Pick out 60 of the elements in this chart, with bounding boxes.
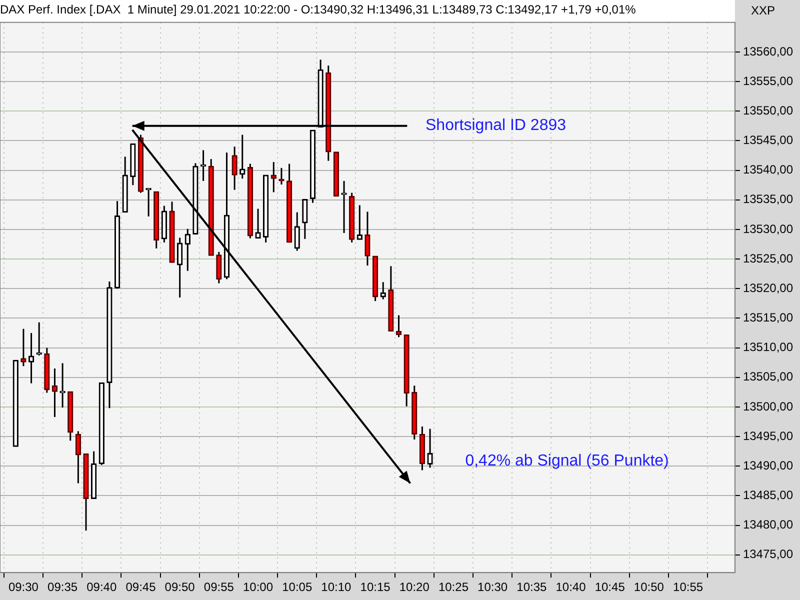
- x-tick-label: 10:15: [360, 580, 391, 594]
- x-tick-label: 09:45: [126, 580, 156, 594]
- x-tick-label: 10:00: [243, 580, 274, 594]
- y-tick-label: 13525,00: [742, 251, 794, 266]
- y-tick-label: 13550,00: [742, 103, 794, 118]
- candlestick: [36, 322, 42, 356]
- x-tick-label: 10:55: [673, 580, 704, 594]
- x-tick-label: 10:20: [399, 580, 430, 594]
- candlestick: [184, 228, 190, 272]
- x-tick-label: 10:45: [594, 580, 626, 594]
- y-tick-label: 13560,00: [742, 44, 794, 58]
- y-tick-label: 13545,00: [742, 133, 794, 148]
- chart-title: DAX Perf. Index [.DAX 1 Minute] 29.01.2021 10:22:00 - O:13490,32 H:13496,31 L:13489,73 C:13492,17 +1,79 +0,01%: [0, 2, 636, 17]
- candlestick: [255, 208, 261, 240]
- x-tick-label: 10:05: [282, 580, 312, 594]
- y-tick-label: 13535,00: [742, 192, 794, 206]
- x-tick-label: 09:30: [8, 580, 39, 594]
- y-tick-label: 13490,00: [742, 458, 794, 472]
- y-tick-label: 13495,00: [742, 428, 794, 443]
- y-tick-label: 13480,00: [742, 518, 794, 532]
- x-tick-label: 10:50: [634, 580, 664, 594]
- y-tick-label: 13530,00: [742, 222, 794, 236]
- candlestick: [240, 134, 246, 180]
- y-tick-label: 13475,00: [742, 547, 794, 562]
- candlestick: [270, 161, 276, 193]
- candlestick: [28, 332, 34, 384]
- y-tick-label: 13510,00: [742, 340, 794, 354]
- y-tick-label: 13540,00: [742, 162, 794, 177]
- x-tick-label: 09:55: [204, 580, 234, 594]
- x-tick-label: 10:35: [516, 580, 548, 594]
- x-tick-label: 09:35: [48, 580, 78, 594]
- candlestick: [216, 251, 222, 284]
- annotation: Shortsignal ID 2893: [425, 117, 566, 134]
- x-tick-label: 10:25: [438, 580, 469, 594]
- candlestick: [20, 328, 26, 367]
- candlestick: [146, 187, 152, 218]
- candlestick: [427, 428, 433, 468]
- candlestick: [75, 430, 82, 484]
- candlestick: [364, 210, 370, 266]
- x-tick-label: 09:50: [164, 580, 196, 594]
- candlestick: [177, 236, 183, 298]
- candlestick: [294, 212, 300, 252]
- candlestick: [232, 146, 238, 191]
- x-tick-label: 09:40: [86, 580, 117, 594]
- text: XXP: [750, 3, 775, 18]
- candlestick: [356, 204, 362, 240]
- x-tick-label: 10:30: [478, 580, 508, 594]
- candlestick: [52, 368, 58, 418]
- y-tick-label: 13500,00: [742, 399, 794, 414]
- candlestick: [278, 167, 284, 186]
- y-tick-label: 13515,00: [742, 310, 794, 325]
- y-tick-label: 13520,00: [742, 280, 794, 295]
- y-tick-label: 13485,00: [742, 488, 794, 502]
- y-tick-label: 13505,00: [742, 370, 794, 384]
- x-tick-label: 10:40: [556, 580, 586, 594]
- annotation: 0,42% ab Signal (56 Punkte): [465, 452, 669, 470]
- candlestick: [302, 198, 308, 240]
- x-tick-label: 10:10: [321, 580, 352, 594]
- y-tick-label: 13555,00: [742, 74, 794, 88]
- candlestick: [60, 362, 66, 408]
